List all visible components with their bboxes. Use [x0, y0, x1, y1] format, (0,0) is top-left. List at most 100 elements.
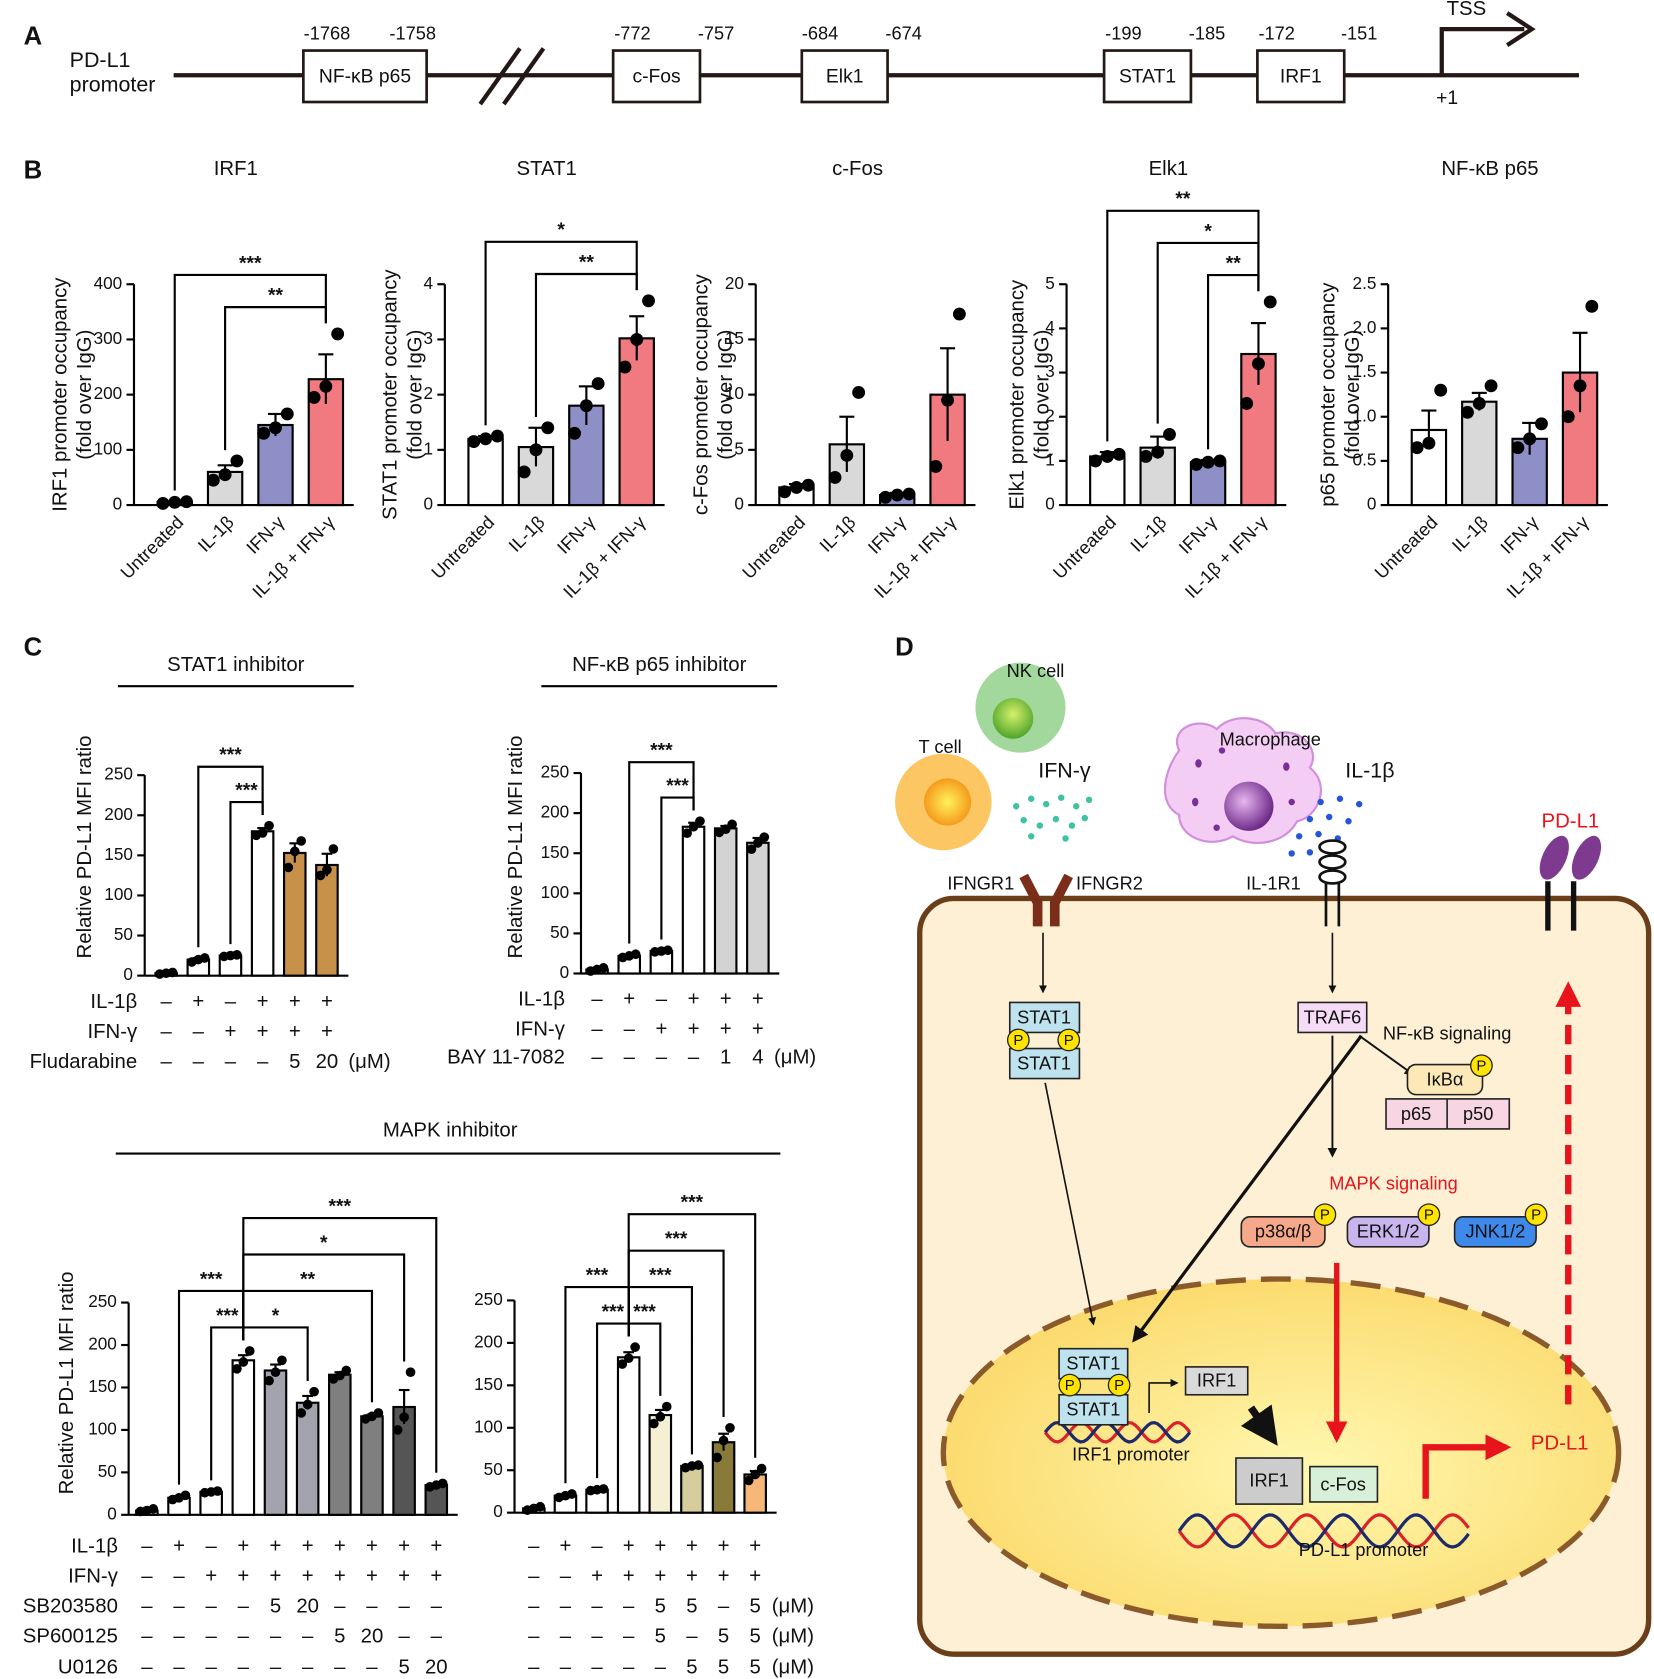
significance-label: **	[1175, 189, 1191, 210]
data-point	[319, 379, 333, 393]
data-point	[718, 1435, 729, 1446]
chart-title: c-Fos	[832, 158, 883, 180]
significance-label: *	[272, 1306, 280, 1327]
data-point	[156, 496, 170, 510]
y-tick-label: 1	[1045, 449, 1055, 469]
condition-value: 5	[270, 1595, 281, 1617]
y-tick-label: 4	[424, 273, 434, 293]
y-axis-label: Relative PD-L1 MFI ratio	[74, 736, 96, 959]
y-tick-label: 0	[734, 494, 744, 514]
y-tick-label: 10	[725, 383, 744, 403]
condition-label: BAY 11-7082	[447, 1047, 565, 1069]
panel-label: A	[24, 22, 43, 50]
data-point	[1163, 427, 1176, 441]
phospho-group: P P P P P P P P	[1006, 1028, 1548, 1397]
phospho-circle	[1006, 1028, 1030, 1052]
break-mark	[478, 47, 522, 106]
cell-label: NK cell	[1007, 661, 1065, 681]
condition-value: –	[623, 1595, 635, 1617]
bar	[648, 1413, 673, 1514]
data-point	[270, 1367, 281, 1378]
y-tick-label: 200	[541, 802, 570, 822]
cell-label: Macrophage	[1220, 730, 1321, 750]
data-point	[334, 1370, 345, 1381]
x-tick-label: IFN-γ	[243, 512, 289, 558]
kinase-label: p38α/β	[1255, 1222, 1311, 1242]
data-point	[264, 820, 274, 831]
condition-value: 5	[334, 1625, 345, 1647]
data-point	[695, 816, 705, 826]
bar	[680, 1464, 704, 1514]
position-label: -757	[698, 23, 734, 43]
bar	[295, 1401, 320, 1516]
condition-unit: (μM)	[772, 1595, 814, 1617]
condition-value: –	[173, 1656, 185, 1678]
condition-value: +	[321, 991, 333, 1013]
condition-value: +	[366, 1535, 378, 1557]
bar	[328, 1373, 352, 1516]
condition-value: –	[334, 1656, 346, 1678]
position-label: -172	[1258, 23, 1294, 43]
receptor-label: IFNGR2	[1076, 873, 1143, 893]
condition-value: 5	[750, 1595, 761, 1617]
condition-value: +	[270, 1535, 282, 1557]
condition-value: +	[752, 1019, 764, 1041]
y-tick-label: 2	[424, 383, 434, 403]
y-axis-label: (fold over IgG)	[74, 330, 96, 460]
stat1-label: STAT1	[1066, 1400, 1120, 1420]
promoter-title: PD-L1	[70, 48, 131, 72]
stat1-box	[1008, 1001, 1081, 1034]
y-axis-label: (fold over IgG)	[1342, 330, 1364, 460]
condition-value: –	[302, 1656, 314, 1678]
condition-value: –	[686, 1625, 698, 1647]
y-tick-label: 0	[560, 962, 570, 982]
condition-value: –	[398, 1625, 410, 1647]
element-label: c-Fos	[632, 66, 680, 87]
x-tick-label: IL-1β	[816, 512, 860, 556]
y-tick-label: 50	[98, 1461, 117, 1481]
data-point	[1561, 410, 1575, 424]
condition-value: +	[321, 1021, 333, 1043]
position-label: -684	[802, 23, 838, 43]
condition-value: –	[528, 1535, 540, 1557]
data-point	[289, 846, 300, 857]
data-point	[373, 1408, 384, 1418]
data-point	[167, 967, 178, 978]
phospho-label: P	[1065, 1377, 1075, 1394]
bar	[746, 841, 770, 975]
significance-bracket	[242, 1216, 438, 1473]
condition-value: –	[141, 1535, 153, 1557]
y-tick-label: 2	[1045, 405, 1055, 425]
y-tick-label: 0	[493, 1501, 503, 1521]
data-point	[1434, 383, 1448, 397]
significance-bracket	[1106, 209, 1260, 442]
y-axis-label: (fold over IgG)	[1031, 330, 1053, 460]
condition-value: –	[656, 989, 668, 1011]
y-tick-label: 0	[1367, 494, 1377, 514]
significance-label: *	[1204, 221, 1212, 242]
data-point	[661, 1401, 672, 1412]
data-point	[180, 1490, 191, 1501]
irf1-box	[1184, 1366, 1249, 1396]
position-label: -1758	[389, 23, 436, 43]
chart-title: NF-κB p65	[1441, 158, 1538, 180]
promoter-element	[302, 49, 428, 104]
position-label: -185	[1189, 23, 1225, 43]
condition-label: Fludarabine	[30, 1051, 138, 1073]
condition-value: +	[289, 991, 301, 1013]
significance-label: ***	[650, 741, 673, 762]
y-axis-label: Relative PD-L1 MFI ratio	[56, 1272, 78, 1495]
condition-value: –	[718, 1595, 730, 1617]
chart-title: IRF1	[214, 158, 258, 180]
phospho-circle	[1058, 1373, 1082, 1397]
bar	[711, 1441, 736, 1514]
stat1-box	[1058, 1393, 1129, 1426]
data-point	[1573, 379, 1587, 393]
y-tick-label: 15	[725, 328, 744, 348]
y-tick-label: 2.0	[1353, 317, 1377, 337]
data-point	[405, 1367, 416, 1378]
condition-value: +	[289, 1021, 301, 1043]
x-tick-label: Untreated	[738, 512, 809, 583]
y-tick-label: 100	[88, 1418, 117, 1438]
condition-label: IL-1β	[71, 1535, 118, 1557]
